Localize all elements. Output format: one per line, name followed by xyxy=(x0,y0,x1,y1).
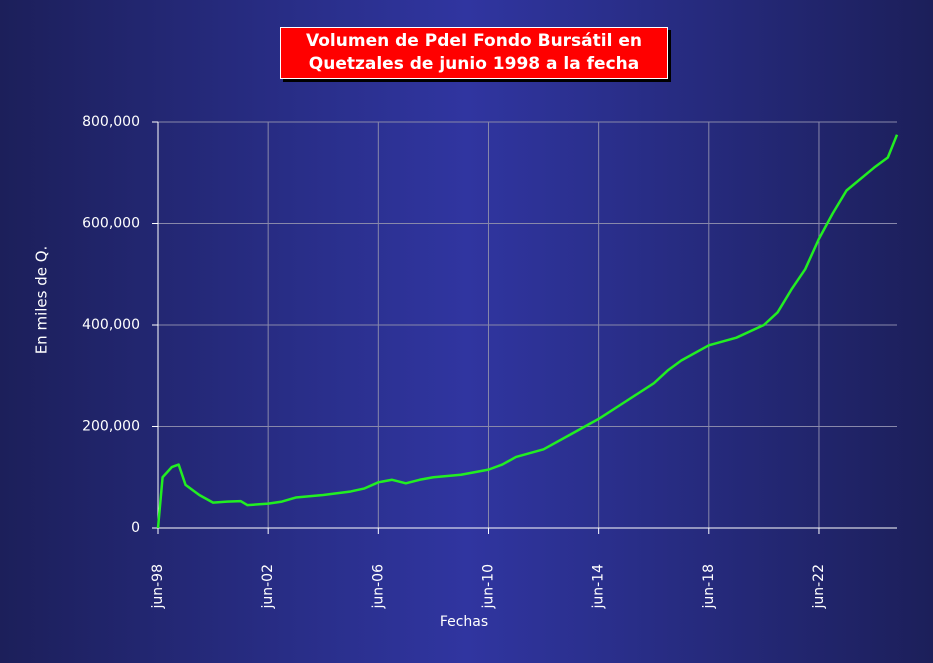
x-tick-label: jun-06 xyxy=(370,564,386,610)
x-tick-label: jun-18 xyxy=(701,564,717,610)
x-tick-label: jun-10 xyxy=(480,564,496,610)
y-axis-label: En miles de Q. xyxy=(33,246,51,355)
y-tick-label: 800,000 xyxy=(82,114,140,130)
x-axis-label: Fechas xyxy=(440,614,488,630)
x-tick-label: jun-02 xyxy=(260,564,276,610)
y-tick-label: 0 xyxy=(131,520,140,536)
y-tick-label: 400,000 xyxy=(82,317,140,333)
chart-title: Volumen de PdeI Fondo Bursátil en Quetza… xyxy=(280,27,668,79)
data-line xyxy=(156,134,899,529)
x-tick-label: jun-98 xyxy=(150,564,166,610)
y-tick-label: 200,000 xyxy=(82,419,140,435)
y-tick-label: 600,000 xyxy=(82,216,140,232)
x-tick-label: jun-22 xyxy=(811,564,827,610)
x-tick-label: jun-14 xyxy=(591,564,607,610)
